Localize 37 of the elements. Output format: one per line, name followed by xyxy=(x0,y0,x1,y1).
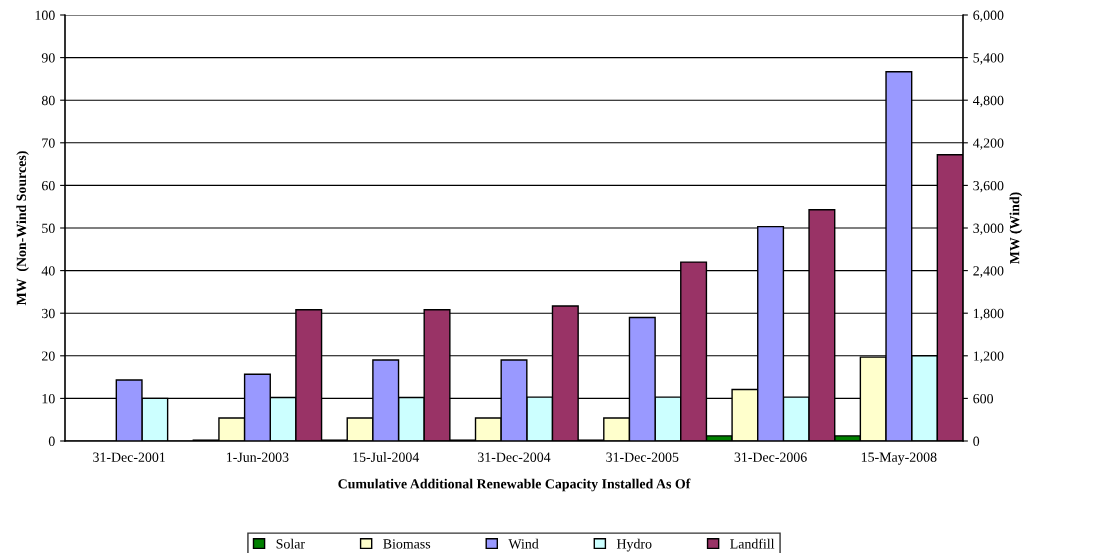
y2-tick-label: 4,800 xyxy=(972,95,1004,108)
y-tick-label: 10 xyxy=(42,393,55,404)
y2-tick-label: 0 xyxy=(973,436,980,446)
x-tick-label: 15-May-2008 xyxy=(861,452,937,465)
y2-tick-label: 3,000 xyxy=(973,223,1004,235)
y-tick-label: 70 xyxy=(42,138,55,148)
y-tick-label: 40 xyxy=(41,266,55,276)
y-tick-label: 90 xyxy=(41,53,55,63)
y2-tick-label: 5,400 xyxy=(973,53,1004,65)
x-tick-label: 1-Jun-2003 xyxy=(227,452,289,462)
legend-label: Landfill xyxy=(730,538,775,549)
y2-tick-label: 1,800 xyxy=(973,308,1004,321)
x-tick-label: 31-Dec-2005 xyxy=(606,452,679,462)
x-tick-label: 31-Dec-2001 xyxy=(93,452,165,462)
y2-tick-label: 1,200 xyxy=(973,351,1004,363)
y2-tick-label: 600 xyxy=(973,393,994,404)
x-tick-label: 31-Dec-2006 xyxy=(734,452,807,462)
y2-tick-label: 6,000 xyxy=(973,10,1004,22)
y-tick-label: 30 xyxy=(42,308,55,319)
y-tick-label: 0 xyxy=(48,436,55,446)
y2-tick-label: 3,600 xyxy=(973,180,1004,193)
x-tick-label: 15-Jul-2004 xyxy=(353,452,420,462)
legend-label: Hydro xyxy=(616,538,652,552)
y-tick-label: 50 xyxy=(42,223,55,233)
y-tick-label: 100 xyxy=(35,10,55,20)
legend-label: Wind xyxy=(508,538,539,549)
y-tick-label: 20 xyxy=(42,351,55,361)
y-axis-title: MW (Non-Wind Sources) xyxy=(16,151,29,306)
x-axis-title: Cumulative Additional Renewable Capacity Installed As Of xyxy=(338,478,691,492)
y-tick-label: 80 xyxy=(41,95,55,106)
legend-label: Solar xyxy=(276,538,305,549)
y2-tick-label: 4,200 xyxy=(972,138,1004,150)
legend-label: Biomass xyxy=(383,539,431,549)
y2-tick-label: 2,400 xyxy=(973,266,1004,278)
x-tick-label: 31-Dec-2004 xyxy=(478,452,551,462)
y-tick-label: 60 xyxy=(41,180,55,191)
y2-axis-title: MW (Wind) xyxy=(1009,192,1023,264)
